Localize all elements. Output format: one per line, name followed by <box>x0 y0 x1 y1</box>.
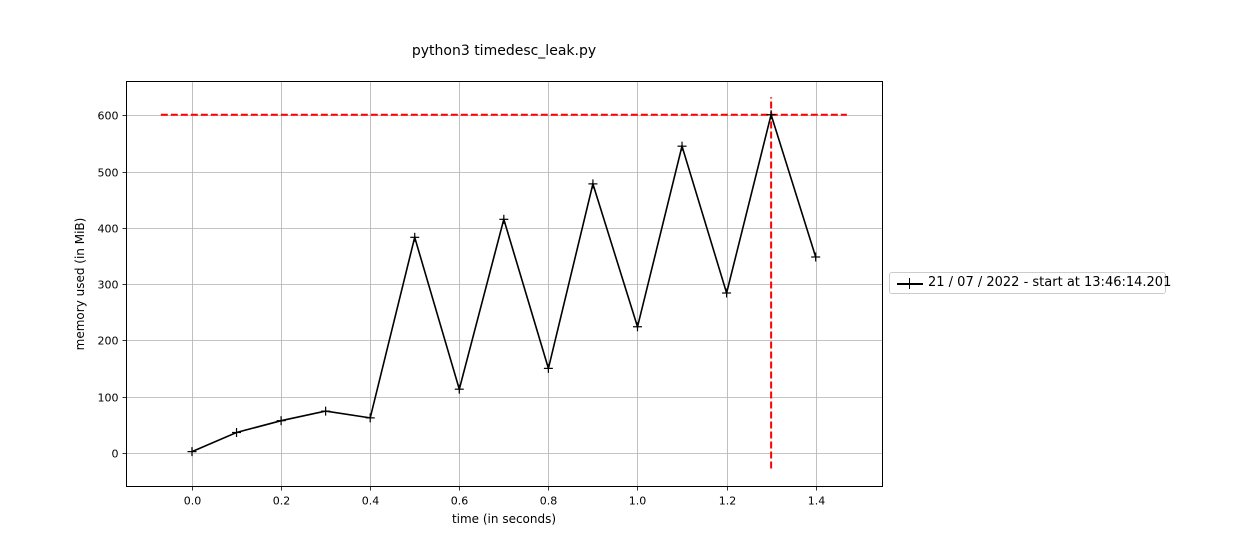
data-point-marker <box>632 322 642 332</box>
y-tick-label: 0 <box>112 448 119 461</box>
data-point-marker <box>454 384 464 394</box>
x-tick-label: 0.2 <box>273 495 291 508</box>
data-point-marker <box>187 447 197 457</box>
data-point-marker <box>321 406 331 416</box>
x-tick-label: 0.4 <box>362 495 380 508</box>
y-tick-label: 100 <box>98 392 119 405</box>
data-point-marker <box>410 232 420 242</box>
y-tick-label: 400 <box>98 223 119 236</box>
x-axis-label: time (in seconds) <box>452 512 556 526</box>
y-tick-label: 600 <box>98 110 119 123</box>
x-tick-label: 0.0 <box>184 495 202 508</box>
y-tick-label: 500 <box>98 167 119 180</box>
chart-title: python3 timedesc_leak.py <box>412 43 596 59</box>
grid <box>126 81 883 487</box>
legend-line-swatch <box>897 283 923 285</box>
data-point-marker <box>276 416 286 426</box>
memory-series-line <box>191 111 817 453</box>
legend-marker-icon <box>909 278 910 289</box>
y-tick-label: 300 <box>98 279 119 292</box>
legend-label: 21 / 07 / 2022 - start at 13:46:14.201 <box>928 275 1172 290</box>
x-tick-label: 1.4 <box>808 495 826 508</box>
axis-ticks: 0.0 0.2 0.4 0.6 0.8 1.0 1.2 1.4 0 100 200 300 400 500… <box>98 110 826 508</box>
data-point-marker <box>543 363 553 373</box>
data-point-marker <box>588 179 598 189</box>
y-axis-label: memory used (in MiB) <box>73 218 87 351</box>
legend: 21 / 07 / 2022 - start at 13:46:14.201 <box>889 272 1171 294</box>
data-point-marker <box>722 288 732 298</box>
x-tick-label: 0.8 <box>540 495 558 508</box>
series-layer <box>187 110 821 457</box>
x-tick-label: 1.2 <box>719 495 737 508</box>
x-tick-label: 0.6 <box>451 495 469 508</box>
y-tick-label: 200 <box>98 335 119 348</box>
data-point-marker <box>677 141 687 151</box>
x-tick-label: 1.0 <box>629 495 647 508</box>
plot-area-frame <box>126 81 883 487</box>
data-point-marker <box>365 413 375 423</box>
data-point-marker <box>499 214 509 224</box>
reference-lines <box>160 97 847 469</box>
data-point-marker <box>766 110 776 120</box>
data-point-marker <box>811 252 821 262</box>
data-point-marker <box>232 428 242 437</box>
